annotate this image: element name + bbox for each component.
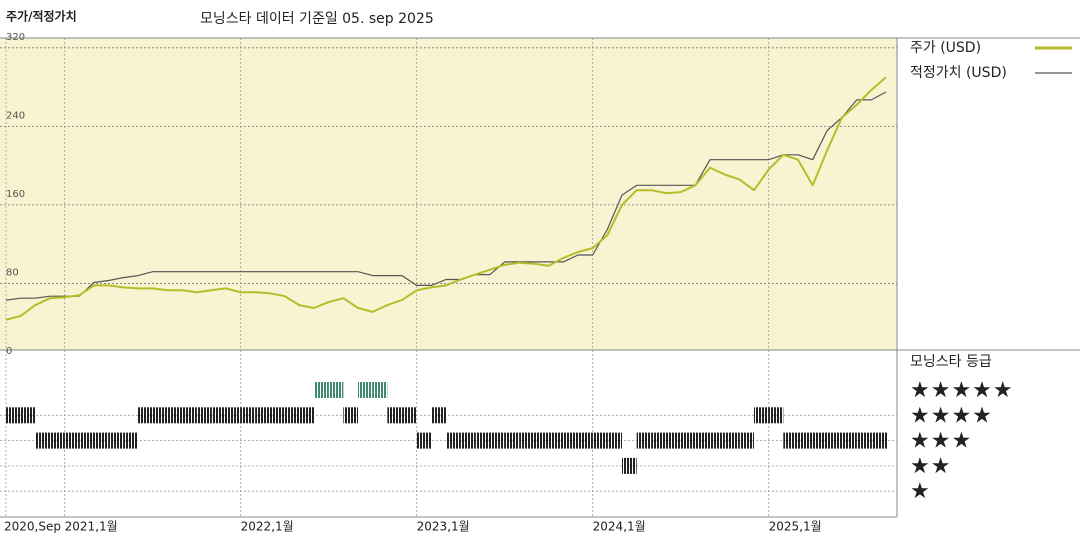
rating-bar	[35, 432, 50, 449]
rating-bar	[607, 432, 622, 449]
rating-bar	[108, 432, 124, 449]
rating-label: ★★★★★	[910, 378, 1014, 403]
y-tick-label: 320	[6, 32, 25, 43]
ratings-title: 모닝스타 등급	[910, 354, 992, 370]
rating-bar	[886, 432, 887, 449]
rating-bar	[182, 407, 197, 424]
rating-bar	[490, 432, 505, 449]
rating-bar	[284, 407, 300, 424]
rating-bar	[387, 407, 402, 424]
rating-label: ★★★★	[910, 403, 993, 428]
y-tick-label: 160	[6, 189, 25, 200]
x-tick-label: 2024,1월	[593, 520, 646, 534]
y-tick-label: 80	[6, 267, 19, 278]
rating-bar	[299, 407, 314, 424]
rating-bar	[358, 382, 373, 398]
chart-title: 주가/적정가치	[6, 9, 77, 24]
rating-bar	[446, 432, 461, 449]
rating-bar	[739, 432, 754, 449]
x-tick-label: 2023,1월	[417, 520, 470, 534]
plot-background	[0, 38, 897, 350]
rating-bar	[666, 432, 681, 449]
rating-bar	[211, 407, 226, 424]
rating-bar	[196, 407, 212, 424]
rating-bar	[475, 432, 490, 449]
rating-bar	[460, 432, 476, 449]
rating-bar	[798, 432, 813, 449]
rating-bar	[402, 407, 417, 424]
rating-bar	[871, 432, 886, 449]
rating-bar	[783, 432, 798, 449]
rating-bar	[622, 457, 637, 474]
rating-bar	[842, 432, 857, 449]
rating-bar	[695, 432, 710, 449]
series-line	[5, 91, 887, 301]
x-tick-label: 2021,1월	[65, 520, 118, 534]
rating-bar	[827, 432, 842, 449]
rating-bar	[167, 407, 182, 424]
rating-bar	[504, 432, 520, 449]
rating-bar	[64, 432, 80, 449]
rating-bar	[812, 432, 828, 449]
rating-bar	[343, 407, 358, 424]
rating-bar	[768, 407, 784, 424]
rating-bar	[856, 432, 872, 449]
rating-bar	[226, 407, 241, 424]
rating-bar	[548, 432, 564, 449]
y-tick-label: 0	[6, 346, 12, 357]
rating-bar	[79, 432, 94, 449]
rating-bar	[680, 432, 696, 449]
series-line	[5, 76, 887, 321]
rating-bar	[255, 407, 270, 424]
rating-bar	[651, 432, 666, 449]
rating-bar	[94, 432, 109, 449]
rating-bar	[314, 382, 329, 398]
rating-label: ★	[910, 479, 931, 504]
rating-bar	[372, 382, 388, 398]
rating-bar	[20, 407, 36, 424]
y-tick-label: 240	[6, 110, 25, 121]
rating-bar	[754, 407, 769, 424]
rating-label: ★★★	[910, 429, 972, 454]
x-tick-label: 2025,1월	[769, 520, 822, 534]
rating-bar	[240, 407, 256, 424]
rating-bar	[534, 432, 549, 449]
rating-bar	[578, 432, 593, 449]
rating-bar	[431, 407, 446, 424]
rating-bar	[152, 407, 168, 424]
rating-bar	[724, 432, 740, 449]
rating-bar	[416, 432, 432, 449]
chart-subtitle: 모닝스타 데이터 기준일 05. sep 2025	[200, 11, 434, 27]
x-tick-label: 2020,Sep	[4, 520, 61, 534]
rating-bar	[270, 407, 285, 424]
rating-bar	[6, 407, 21, 424]
rating-bar	[138, 407, 153, 424]
legend-label: 적정가치 (USD)	[910, 65, 1007, 81]
rating-bar	[636, 432, 652, 449]
legend-label: 주가 (USD)	[910, 40, 981, 56]
rating-bar	[563, 432, 578, 449]
rating-label: ★★	[910, 454, 951, 479]
rating-bar	[328, 382, 344, 398]
x-tick-label: 2022,1월	[241, 520, 294, 534]
rating-bar	[123, 432, 138, 449]
rating-bar	[519, 432, 534, 449]
rating-bar	[50, 432, 65, 449]
rating-bar	[710, 432, 725, 449]
rating-bar	[592, 432, 608, 449]
